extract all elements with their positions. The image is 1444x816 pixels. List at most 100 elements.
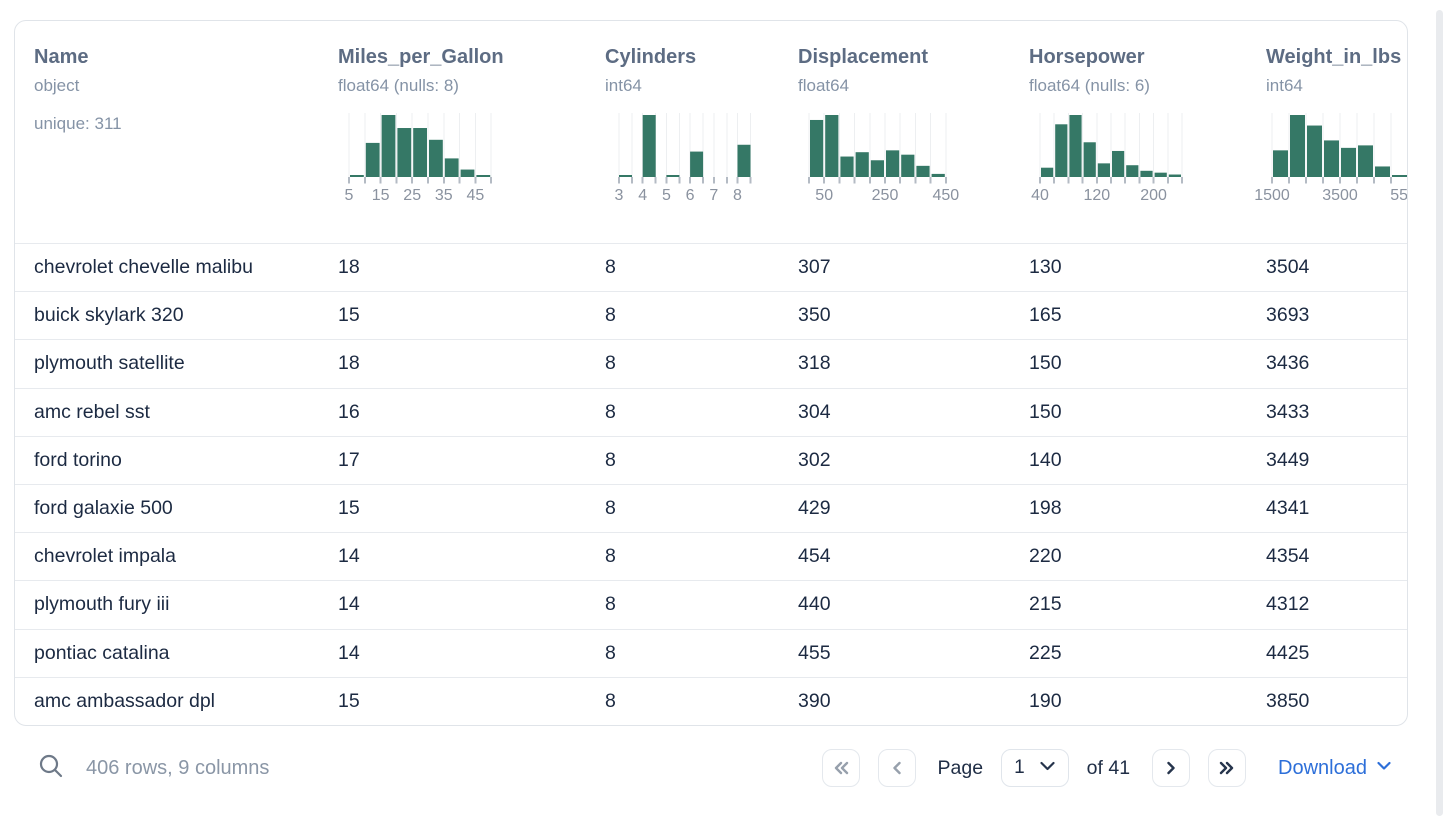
column-name: Horsepower bbox=[1029, 46, 1145, 68]
table-cell: 140 bbox=[1029, 448, 1062, 471]
table-cell: 318 bbox=[798, 352, 831, 375]
table-row: ford galaxie 500 15 8 429 198 4341 bbox=[15, 483, 1407, 532]
column-header-name[interactable]: Name object unique: 311 bbox=[34, 45, 338, 243]
table-cell: 165 bbox=[1029, 304, 1062, 327]
svg-text:3: 3 bbox=[615, 187, 624, 204]
table-cell: 8 bbox=[605, 448, 616, 471]
table-row: buick skylark 320 15 8 350 165 3693 bbox=[15, 291, 1407, 339]
table-cell: buick skylark 320 bbox=[34, 304, 184, 327]
table-cell: 307 bbox=[798, 256, 831, 279]
column-type: float64 (nulls: 8) bbox=[338, 76, 459, 95]
table-row: amc rebel sst 16 8 304 150 3433 bbox=[15, 387, 1407, 436]
column-header-miles-per-gallon[interactable]: Miles_per_Gallon float64 (nulls: 8) 5 15 2… bbox=[338, 45, 605, 243]
table-row: chevrolet chevelle malibu 18 8 307 130 3504 bbox=[15, 243, 1407, 291]
svg-text:1500: 1500 bbox=[1254, 187, 1290, 204]
table-cell: chevrolet impala bbox=[34, 545, 176, 568]
table-cell: chevrolet chevelle malibu bbox=[34, 256, 253, 279]
svg-text:4: 4 bbox=[638, 187, 647, 204]
table-cell: 14 bbox=[338, 641, 360, 664]
table-cell: 14 bbox=[338, 593, 360, 616]
page-label: Page bbox=[937, 756, 984, 779]
download-chevron-icon bbox=[1376, 759, 1392, 777]
table-cell: 8 bbox=[605, 545, 616, 568]
table-cell: 302 bbox=[798, 448, 831, 471]
table-cell: 8 bbox=[605, 593, 616, 616]
svg-text:3500: 3500 bbox=[1322, 187, 1358, 204]
page-select[interactable]: 1 bbox=[1001, 749, 1069, 787]
table-cell: 15 bbox=[338, 497, 360, 520]
table-cell: 225 bbox=[1029, 641, 1062, 664]
svg-text:6: 6 bbox=[686, 187, 695, 204]
table-cell: amc rebel sst bbox=[34, 400, 150, 423]
prev-page-icon bbox=[889, 759, 905, 777]
next-page-button[interactable] bbox=[1152, 749, 1191, 787]
page-select-chevron-icon bbox=[1039, 759, 1056, 777]
download-button[interactable]: Download bbox=[1278, 757, 1392, 780]
column-header-displacement[interactable]: Displacement float64 50 250 450 bbox=[798, 45, 1029, 243]
table-cell: 350 bbox=[798, 304, 831, 327]
table-cell: 455 bbox=[798, 641, 831, 664]
column-name: Weight_in_lbs bbox=[1266, 46, 1402, 68]
table-header: Name object unique: 311 Miles_per_Gallon… bbox=[15, 21, 1407, 243]
table-cell: 8 bbox=[605, 497, 616, 520]
table-cell: 4341 bbox=[1266, 497, 1310, 520]
last-page-button[interactable] bbox=[1208, 749, 1247, 787]
table-cell: 150 bbox=[1029, 400, 1062, 423]
svg-text:25: 25 bbox=[403, 187, 421, 204]
search-icon[interactable] bbox=[38, 753, 64, 784]
table-cell: 15 bbox=[338, 304, 360, 327]
table-cell: plymouth fury iii bbox=[34, 593, 170, 616]
prev-page-button[interactable] bbox=[877, 749, 916, 787]
row-column-count: 406 rows, 9 columns bbox=[86, 756, 270, 779]
svg-text:120: 120 bbox=[1083, 187, 1110, 204]
histogram-weight-in-lbs[interactable]: 1500 3500 5500 bbox=[1254, 113, 1408, 205]
page-select-value: 1 bbox=[1014, 757, 1025, 778]
table-row: pontiac catalina 14 8 455 225 4425 bbox=[15, 628, 1407, 677]
first-page-button[interactable] bbox=[821, 749, 860, 787]
table-cell: 150 bbox=[1029, 352, 1062, 375]
table-cell: 18 bbox=[338, 352, 360, 375]
column-name: Name bbox=[34, 46, 89, 68]
column-type: float64 bbox=[798, 76, 850, 95]
table-cell: 18 bbox=[338, 256, 360, 279]
table-row: chevrolet impala 14 8 454 220 4354 bbox=[15, 532, 1407, 580]
table-cell: amc ambassador dpl bbox=[34, 689, 216, 712]
table-cell: 4425 bbox=[1266, 641, 1310, 664]
next-page-icon bbox=[1163, 759, 1179, 777]
table-cell: plymouth satellite bbox=[34, 352, 185, 375]
svg-text:250: 250 bbox=[872, 187, 899, 204]
table-cell: 198 bbox=[1029, 497, 1062, 520]
table-row: plymouth satellite 18 8 318 150 3436 bbox=[15, 339, 1407, 387]
table-cell: pontiac catalina bbox=[34, 641, 170, 664]
table-cell: 3693 bbox=[1266, 304, 1310, 327]
svg-text:5500: 5500 bbox=[1390, 187, 1408, 204]
table-body: chevrolet chevelle malibu 18 8 307 130 3504 bu… bbox=[15, 243, 1407, 725]
table-cell: 3436 bbox=[1266, 352, 1310, 375]
table-cell: 4312 bbox=[1266, 593, 1310, 616]
table-cell: 4354 bbox=[1266, 545, 1310, 568]
svg-text:8: 8 bbox=[733, 187, 742, 204]
page-total-label: of 41 bbox=[1086, 756, 1131, 779]
svg-text:7: 7 bbox=[709, 187, 718, 204]
svg-text:5: 5 bbox=[662, 187, 671, 204]
histogram-miles-per-gallon[interactable]: 5 15 25 35 45 bbox=[345, 113, 605, 205]
table-cell: 215 bbox=[1029, 593, 1062, 616]
table-cell: 8 bbox=[605, 641, 616, 664]
table-row: plymouth fury iii 14 8 440 215 4312 bbox=[15, 580, 1407, 628]
vertical-scrollbar[interactable] bbox=[1436, 10, 1443, 816]
column-header-weight-in-lbs[interactable]: Weight_in_lbs int64 1500 3500 5500 bbox=[1254, 45, 1408, 243]
svg-text:5: 5 bbox=[345, 187, 354, 204]
column-type: int64 bbox=[1266, 76, 1303, 95]
histogram-displacement[interactable]: 50 250 450 bbox=[808, 113, 1029, 205]
svg-text:35: 35 bbox=[435, 187, 453, 204]
table-cell: ford galaxie 500 bbox=[34, 497, 173, 520]
histogram-horsepower[interactable]: 40 120 200 bbox=[1031, 113, 1266, 205]
table-cell: 15 bbox=[338, 689, 360, 712]
table-cell: 3433 bbox=[1266, 400, 1310, 423]
column-type: float64 (nulls: 6) bbox=[1029, 76, 1150, 95]
table-cell: 8 bbox=[605, 352, 616, 375]
table-cell: 8 bbox=[605, 400, 616, 423]
column-header-horsepower[interactable]: Horsepower float64 (nulls: 6) 40 120 200 bbox=[1029, 45, 1266, 243]
